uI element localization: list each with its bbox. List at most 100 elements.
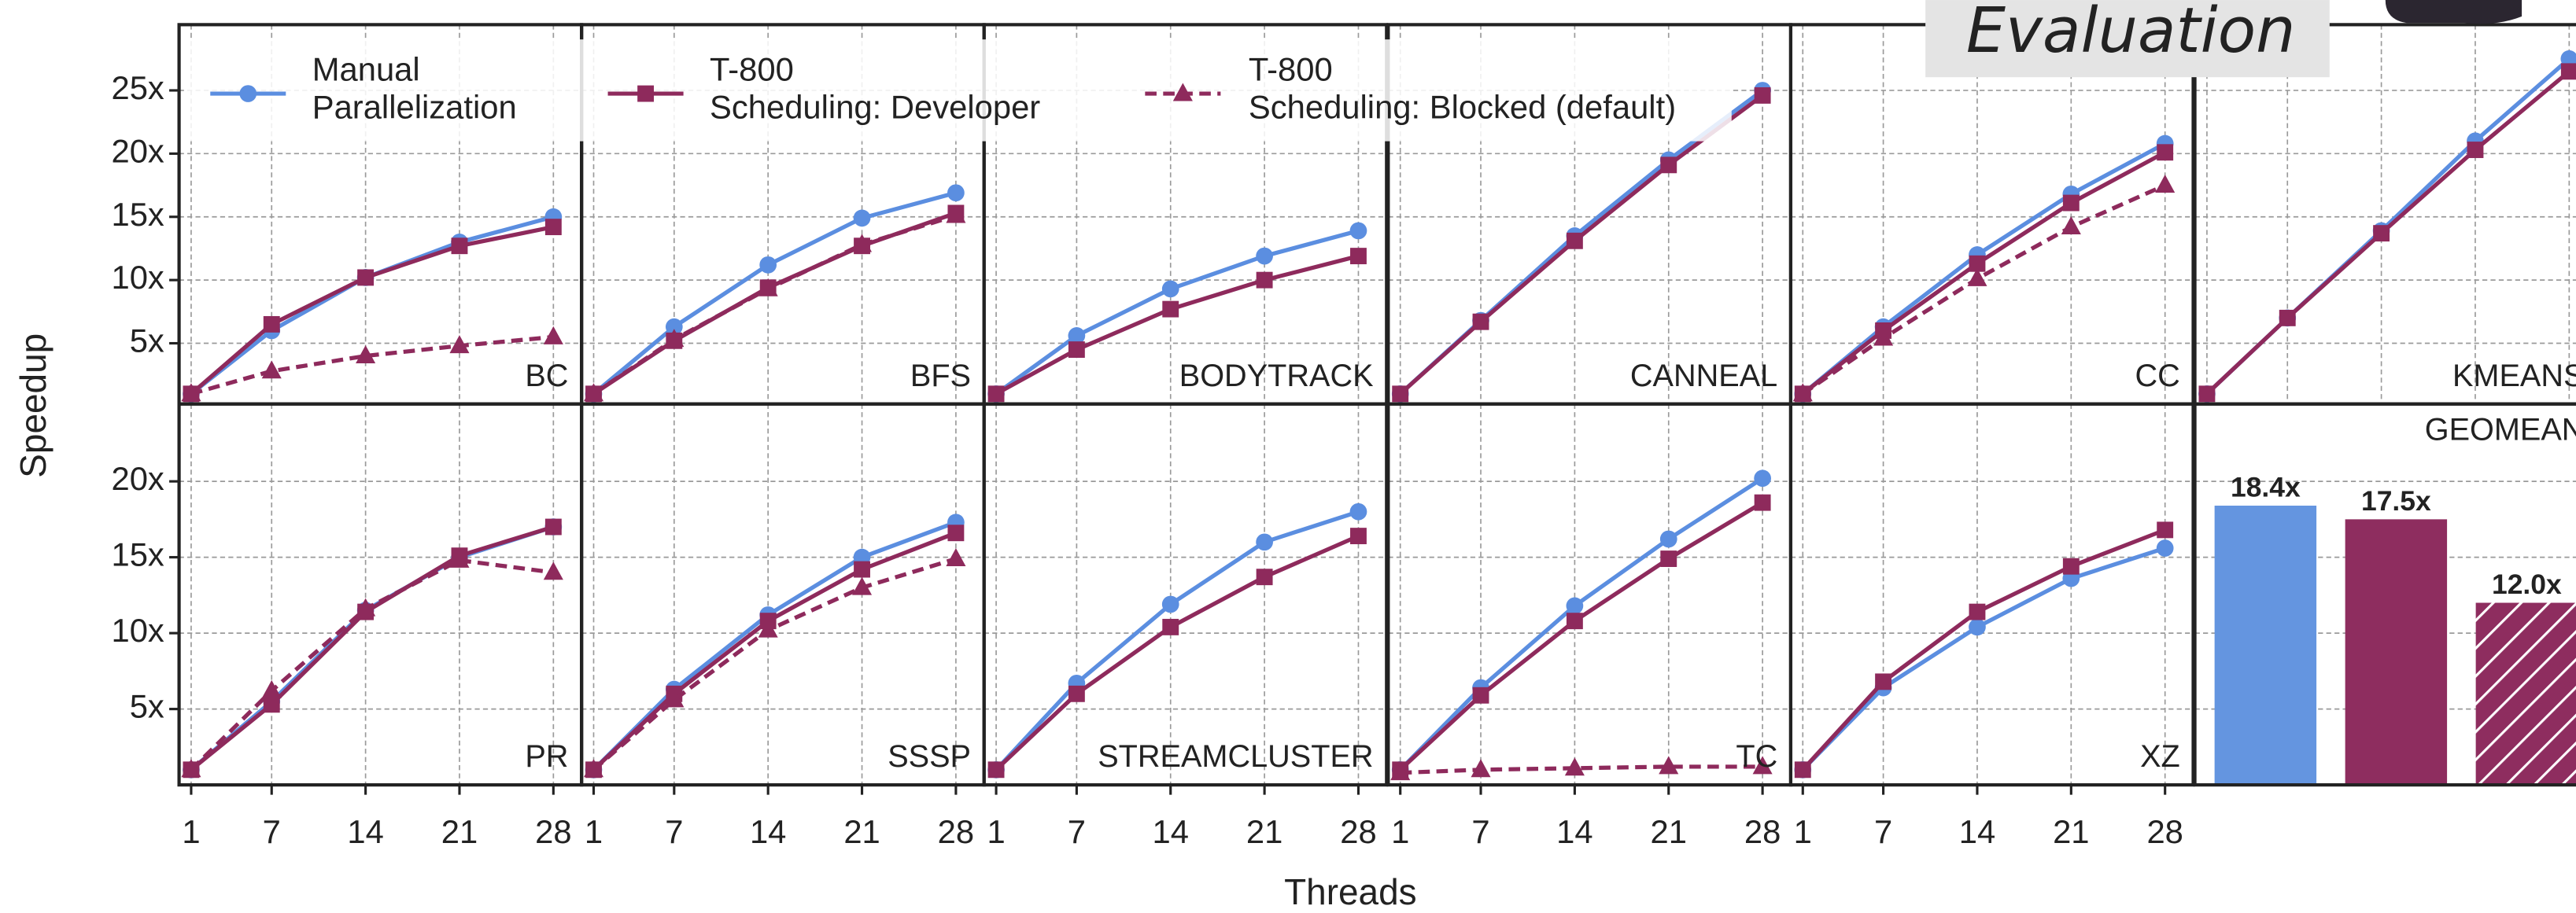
- y-tick-label: 15x: [111, 196, 164, 233]
- data-point: [543, 561, 563, 580]
- data-point: [1390, 762, 1411, 781]
- data-point: [1969, 618, 1986, 636]
- legend-label: T-800 Scheduling: Developer: [710, 52, 1041, 127]
- legend-marker: [1172, 83, 1193, 101]
- data-point: [1392, 385, 1409, 403]
- x-tick-label: 7: [1471, 813, 1489, 850]
- data-point: [1256, 569, 1273, 586]
- x-tick-label: 28: [1744, 813, 1781, 850]
- data-point: [1660, 550, 1677, 567]
- bar: [2475, 602, 2576, 786]
- y-tick-label: 5x: [130, 322, 164, 359]
- data-point: [357, 269, 375, 286]
- data-point: [1792, 383, 1813, 402]
- data-point: [544, 219, 562, 236]
- x-tick-label: 7: [665, 813, 683, 850]
- data-point: [2198, 385, 2216, 403]
- x-tick-label: 1: [987, 813, 1005, 850]
- x-tick-label: 28: [1340, 813, 1376, 850]
- x-tick-label: 1: [182, 813, 200, 850]
- bar-value-label: 18.4x: [2231, 471, 2301, 503]
- data-point: [987, 761, 1005, 779]
- data-point: [1752, 756, 1773, 775]
- data-point: [2061, 216, 2081, 234]
- data-point: [583, 759, 604, 778]
- data-point: [2155, 174, 2176, 193]
- data-point: [2157, 144, 2174, 161]
- data-point: [1754, 469, 1771, 488]
- x-axis-label: Threads: [1284, 871, 1416, 909]
- legend-entry: Manual Parallelization: [312, 52, 517, 127]
- presenter-photo: [2385, 0, 2522, 24]
- data-point: [2062, 194, 2080, 212]
- data-point: [758, 619, 778, 638]
- data-point: [1162, 618, 1179, 635]
- data-point: [1967, 267, 1987, 286]
- panel-title: GEOMEAN: [2425, 413, 2576, 447]
- y-axis-label: Speedup: [13, 333, 54, 478]
- data-point: [1472, 687, 1489, 704]
- data-point: [263, 315, 280, 333]
- data-point: [1256, 533, 1273, 551]
- x-tick-label: 28: [938, 813, 974, 850]
- data-point: [1969, 603, 1986, 620]
- x-tick-label: 28: [2146, 813, 2183, 850]
- legend-label: Manual Parallelization: [312, 52, 517, 127]
- panel-title: BC: [525, 359, 568, 393]
- data-point: [543, 326, 563, 344]
- data-point: [544, 518, 562, 536]
- data-point: [1256, 271, 1273, 289]
- data-point: [987, 385, 1005, 403]
- panel-title: TC: [1736, 739, 1777, 774]
- panel-title: SSSP: [888, 739, 971, 774]
- overlay-title-box: [1925, 0, 2330, 78]
- legend-entry: T-800 Scheduling: Blocked (default): [1249, 53, 1676, 127]
- data-point: [1471, 759, 1491, 778]
- data-point: [1566, 232, 1583, 249]
- data-point: [852, 234, 873, 252]
- x-tick-label: 14: [1556, 813, 1592, 850]
- data-point: [1564, 757, 1585, 776]
- data-point: [2157, 521, 2174, 539]
- x-tick-label: 21: [843, 813, 880, 850]
- data-point: [1350, 528, 1367, 545]
- x-tick-label: 1: [1391, 813, 1409, 850]
- data-point: [1068, 327, 1086, 344]
- data-point: [451, 237, 468, 255]
- x-tick-label: 1: [585, 813, 603, 850]
- panel-title: BFS: [910, 359, 971, 393]
- data-point: [2279, 309, 2296, 326]
- data-point: [946, 204, 966, 223]
- data-point: [1566, 613, 1583, 630]
- data-point: [2062, 558, 2080, 575]
- data-point: [2560, 50, 2576, 68]
- x-tick-label: 1: [1794, 813, 1812, 850]
- y-tick-label: 20x: [111, 460, 164, 497]
- data-point: [1161, 280, 1179, 298]
- y-tick-label: 15x: [111, 536, 164, 573]
- data-point: [181, 759, 201, 778]
- data-point: [1256, 247, 1273, 265]
- data-point: [946, 547, 966, 566]
- data-point: [759, 256, 777, 274]
- panel-title: CANNEAL: [1630, 359, 1777, 393]
- x-tick-label: 21: [441, 813, 478, 850]
- data-point: [1162, 300, 1179, 318]
- panel-frame: [2193, 402, 2576, 787]
- overlay-title: Evaluation: [1966, 0, 2296, 67]
- data-point: [758, 278, 778, 296]
- y-tick-label: 20x: [111, 132, 164, 169]
- legend-entry: T-800 Scheduling: Developer: [710, 52, 1041, 127]
- data-point: [1659, 530, 1677, 548]
- data-point: [1068, 685, 1085, 702]
- data-point: [1754, 494, 1771, 511]
- data-point: [664, 689, 685, 708]
- legend-background: [187, 39, 1732, 142]
- data-point: [665, 318, 683, 336]
- series-line: [190, 334, 554, 396]
- data-point: [1472, 313, 1489, 330]
- data-point: [1873, 327, 1894, 346]
- panel-title: XZ: [2140, 739, 2180, 774]
